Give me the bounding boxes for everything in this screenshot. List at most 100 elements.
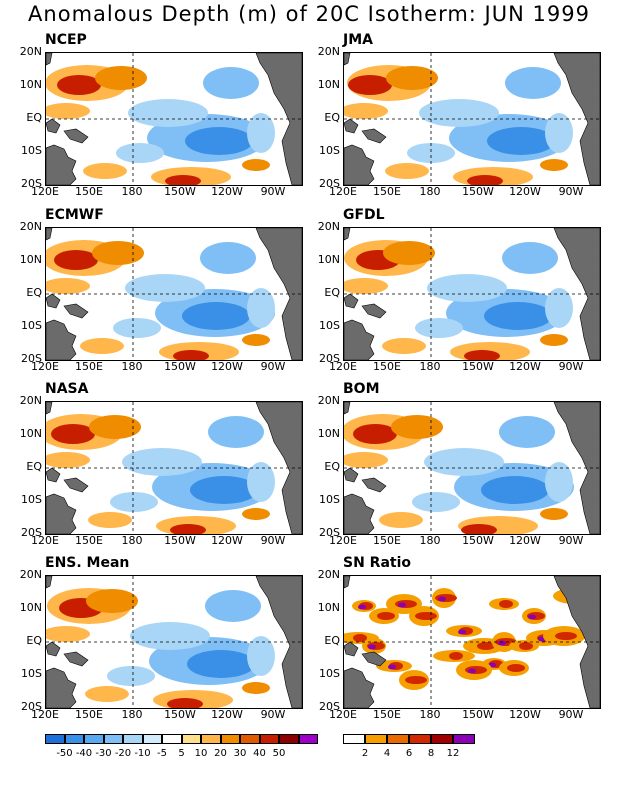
sn-contour [377, 612, 395, 620]
anomaly-contour [107, 666, 155, 686]
legend-swatch [103, 734, 123, 744]
legend-label: -10 [134, 748, 151, 759]
americas-landmass [255, 53, 302, 185]
anomaly-contour [187, 650, 255, 678]
lon-tick-label: 150W [462, 360, 494, 373]
borneo-landmass [46, 118, 61, 134]
anomaly-contour [540, 334, 568, 346]
sn-contour [405, 676, 427, 684]
anomaly-contour [95, 66, 147, 90]
australia-landmass [344, 319, 375, 360]
lat-tick-label: 10S [319, 319, 340, 332]
legend-swatch [84, 734, 104, 744]
map-area [343, 575, 601, 709]
lat-tick-label: EQ [324, 111, 340, 124]
lat-tick-label: 20N [19, 568, 42, 581]
anomaly-contour [484, 302, 552, 330]
legend-swatch [123, 734, 143, 744]
legend-swatch [162, 734, 182, 744]
australia-landmass [344, 667, 375, 708]
lat-tick-label: 20N [317, 568, 340, 581]
asia-landmass [46, 576, 53, 589]
americas-landmass [255, 576, 302, 708]
lon-tick-label: 150W [462, 534, 494, 547]
legend-label: 40 [253, 748, 266, 759]
legend-swatch [181, 734, 201, 744]
lat-tick-label: 20N [19, 220, 42, 233]
map-area [45, 52, 303, 186]
anomaly-contour [57, 75, 101, 95]
lat-tick-label: 10S [21, 667, 42, 680]
lon-tick-label: 150E [75, 185, 103, 198]
lon-tick-label: 90W [260, 360, 286, 373]
lon-tick-label: 120W [211, 360, 243, 373]
legend-label: 8 [427, 748, 435, 759]
anomaly-contour [344, 278, 388, 294]
anomaly-contour [46, 278, 90, 294]
lon-tick-label: 90W [260, 708, 286, 721]
anomaly-contour [502, 242, 558, 274]
lon-tick-label: 120E [329, 708, 357, 721]
lat-tick-label: 20S [21, 526, 42, 539]
borneo-landmass [344, 641, 359, 657]
borneo-landmass [46, 641, 61, 657]
lat-tick-label: 10S [319, 493, 340, 506]
anomaly-contour [203, 67, 259, 99]
lat-tick-label: 20S [319, 177, 340, 190]
sn-contour [458, 629, 466, 635]
anomaly-contour [208, 416, 264, 448]
lon-tick-label: 180 [121, 708, 143, 721]
anomaly-contour [464, 350, 500, 360]
anomaly-contour [80, 338, 124, 354]
new-guinea-landmass [361, 477, 387, 493]
lat-tick-label: 10S [21, 144, 42, 157]
lon-tick-label: 180 [121, 534, 143, 547]
panel-title: BOM [343, 381, 380, 397]
anomaly-contour [92, 241, 144, 265]
lon-tick-label: 120E [329, 185, 357, 198]
anomaly-contour [88, 512, 132, 528]
sn-contour [519, 642, 533, 650]
anomaly-contour [173, 350, 209, 360]
panel-title: NCEP [45, 32, 87, 48]
legend-swatch [298, 734, 318, 744]
map-area [343, 227, 601, 361]
anomaly-contour [467, 175, 503, 185]
borneo-landmass [344, 467, 359, 483]
anomaly-contour [487, 127, 555, 155]
americas-landmass [553, 53, 600, 185]
anomaly-contour [46, 452, 90, 468]
americas-landmass [553, 576, 600, 708]
lon-tick-label: 150E [75, 360, 103, 373]
lon-tick-label: 150E [373, 708, 401, 721]
anomaly-contour [545, 462, 573, 502]
lon-tick-label: 120W [211, 708, 243, 721]
anomaly-contour [545, 288, 573, 328]
lat-tick-label: 20N [317, 394, 340, 407]
lat-tick-label: 20N [19, 45, 42, 58]
new-guinea-landmass [361, 128, 387, 144]
asia-landmass [46, 402, 53, 415]
lon-tick-label: 120W [509, 185, 541, 198]
new-guinea-landmass [361, 303, 387, 319]
asia-landmass [46, 53, 53, 66]
legend-label: 2 [361, 748, 369, 759]
anomaly-contour [505, 67, 561, 99]
sn-contour [368, 644, 376, 650]
australia-landmass [344, 493, 375, 534]
lat-tick-label: 10S [319, 144, 340, 157]
sn-contour [398, 602, 406, 608]
australia-landmass [46, 493, 77, 534]
legend-label: -5 [157, 748, 167, 759]
borneo-landmass [344, 293, 359, 309]
legend-label: 6 [405, 748, 413, 759]
lat-tick-label: EQ [26, 634, 42, 647]
americas-landmass [553, 228, 600, 360]
borneo-landmass [344, 118, 359, 134]
anomaly-contour [122, 448, 202, 476]
lat-tick-label: 20N [317, 45, 340, 58]
legend-label: 12 [446, 748, 460, 759]
lat-tick-label: 10S [319, 667, 340, 680]
anomaly-contour [481, 476, 549, 504]
anomaly-contour [344, 103, 388, 119]
